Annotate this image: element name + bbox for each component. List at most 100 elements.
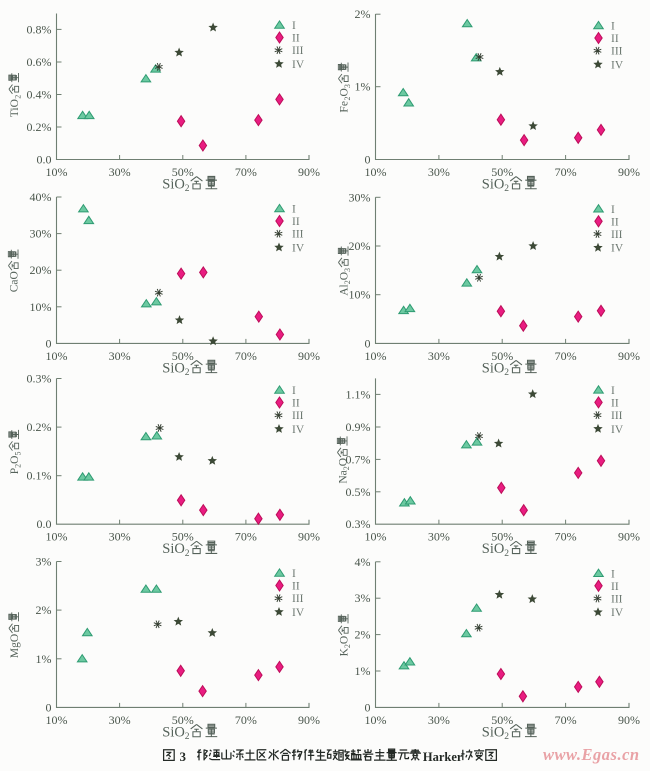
svg-text:II: II <box>611 397 619 409</box>
svg-text:0.6%: 0.6% <box>27 55 52 69</box>
svg-text:4%: 4% <box>355 555 371 569</box>
svg-text:CaO: CaO <box>9 271 21 292</box>
svg-text:50%: 50% <box>172 165 194 179</box>
svg-text:90%: 90% <box>618 165 640 179</box>
svg-text:2: 2 <box>14 464 23 468</box>
svg-text:SiO: SiO <box>162 724 185 740</box>
svg-text:I: I <box>292 568 296 580</box>
svg-text:0.2%: 0.2% <box>27 120 52 134</box>
svg-text:90%: 90% <box>298 349 320 363</box>
svg-text:II: II <box>292 581 300 593</box>
svg-text:IV: IV <box>611 59 624 71</box>
svg-text:MgO: MgO <box>9 634 21 658</box>
svg-text:I: I <box>611 568 615 580</box>
svg-text:K: K <box>339 647 351 656</box>
svg-text:90%: 90% <box>298 530 320 544</box>
svg-text:0.2%: 0.2% <box>27 420 52 434</box>
svg-text:SiO: SiO <box>482 177 505 193</box>
svg-text:IV: IV <box>292 59 305 71</box>
svg-text:2: 2 <box>343 644 352 648</box>
svg-text:II: II <box>611 581 619 593</box>
svg-text:0: 0 <box>46 700 52 714</box>
svg-text:1%: 1% <box>36 652 52 666</box>
svg-text:II: II <box>292 216 300 228</box>
svg-text:IV: IV <box>292 607 305 619</box>
svg-text:40%: 40% <box>30 190 52 204</box>
svg-text:5: 5 <box>14 452 23 456</box>
svg-text:0.1%: 0.1% <box>27 469 52 483</box>
svg-text:50%: 50% <box>172 349 194 363</box>
svg-text:0.5%: 0.5% <box>346 485 371 499</box>
svg-text:0.3%: 0.3% <box>346 517 371 531</box>
svg-text:20%: 20% <box>349 239 371 253</box>
svg-text:2: 2 <box>504 549 509 559</box>
svg-text:TiO: TiO <box>9 99 21 117</box>
svg-text:I: I <box>611 204 615 216</box>
svg-text:III: III <box>292 229 304 241</box>
svg-text:SiO: SiO <box>162 541 185 557</box>
svg-text:0: 0 <box>365 153 371 167</box>
svg-text:10%: 10% <box>365 349 387 363</box>
svg-text:III: III <box>611 594 623 606</box>
svg-text:3: 3 <box>180 749 187 764</box>
svg-text:O: O <box>339 272 351 280</box>
svg-text:2%: 2% <box>36 603 52 617</box>
svg-text:IV: IV <box>611 607 624 619</box>
svg-text:0.8%: 0.8% <box>27 22 52 36</box>
svg-text:70%: 70% <box>555 349 577 363</box>
svg-text:P: P <box>9 468 21 474</box>
svg-text:0: 0 <box>365 700 371 714</box>
svg-text:II: II <box>611 216 619 228</box>
svg-text:IV: IV <box>611 243 624 255</box>
svg-text:50%: 50% <box>172 530 194 544</box>
svg-text:II: II <box>292 398 300 410</box>
svg-text:SiO: SiO <box>482 360 505 376</box>
svg-text:30%: 30% <box>428 713 450 727</box>
svg-text:50%: 50% <box>491 165 513 179</box>
svg-text:30%: 30% <box>428 349 450 363</box>
svg-text:70%: 70% <box>235 713 257 727</box>
svg-text:2: 2 <box>343 96 352 100</box>
svg-text:70%: 70% <box>555 530 577 544</box>
svg-text:III: III <box>292 593 304 605</box>
svg-text:0: 0 <box>46 336 52 350</box>
svg-text:1%: 1% <box>355 664 371 678</box>
svg-text:10%: 10% <box>365 165 387 179</box>
svg-text:0.0: 0.0 <box>37 517 52 531</box>
svg-text:Harker: Harker <box>423 750 463 764</box>
svg-text:I: I <box>611 385 615 397</box>
svg-text:I: I <box>292 385 296 397</box>
svg-text:2: 2 <box>185 184 190 194</box>
svg-text:IV: IV <box>292 242 305 254</box>
svg-text:20%: 20% <box>30 263 52 277</box>
svg-text:II: II <box>611 33 619 45</box>
svg-text:O: O <box>339 636 351 644</box>
svg-text:70%: 70% <box>235 349 257 363</box>
svg-text:Al: Al <box>339 284 351 296</box>
svg-text:2: 2 <box>343 280 352 284</box>
svg-text:O: O <box>9 455 21 463</box>
svg-text:50%: 50% <box>491 349 513 363</box>
svg-text:10%: 10% <box>365 530 387 544</box>
svg-text:2: 2 <box>185 368 190 378</box>
svg-text:0.4%: 0.4% <box>27 88 52 102</box>
svg-text:0.7%: 0.7% <box>346 452 371 466</box>
svg-text:1%: 1% <box>355 80 371 94</box>
svg-text:IV: IV <box>611 424 624 436</box>
svg-text:10%: 10% <box>46 713 68 727</box>
svg-text:I: I <box>292 20 296 32</box>
svg-text:30%: 30% <box>109 165 131 179</box>
svg-text:2: 2 <box>504 368 509 378</box>
svg-text:IV: IV <box>292 424 305 436</box>
svg-text:90%: 90% <box>298 713 320 727</box>
svg-text:10%: 10% <box>46 530 68 544</box>
svg-text:III: III <box>292 45 304 57</box>
svg-text:II: II <box>292 33 300 45</box>
svg-text:10%: 10% <box>30 300 52 314</box>
svg-text:30%: 30% <box>30 227 52 241</box>
svg-text:90%: 90% <box>298 165 320 179</box>
svg-text:90%: 90% <box>618 530 640 544</box>
svg-text:3: 3 <box>343 268 352 272</box>
svg-text:30%: 30% <box>109 713 131 727</box>
svg-text:70%: 70% <box>555 165 577 179</box>
